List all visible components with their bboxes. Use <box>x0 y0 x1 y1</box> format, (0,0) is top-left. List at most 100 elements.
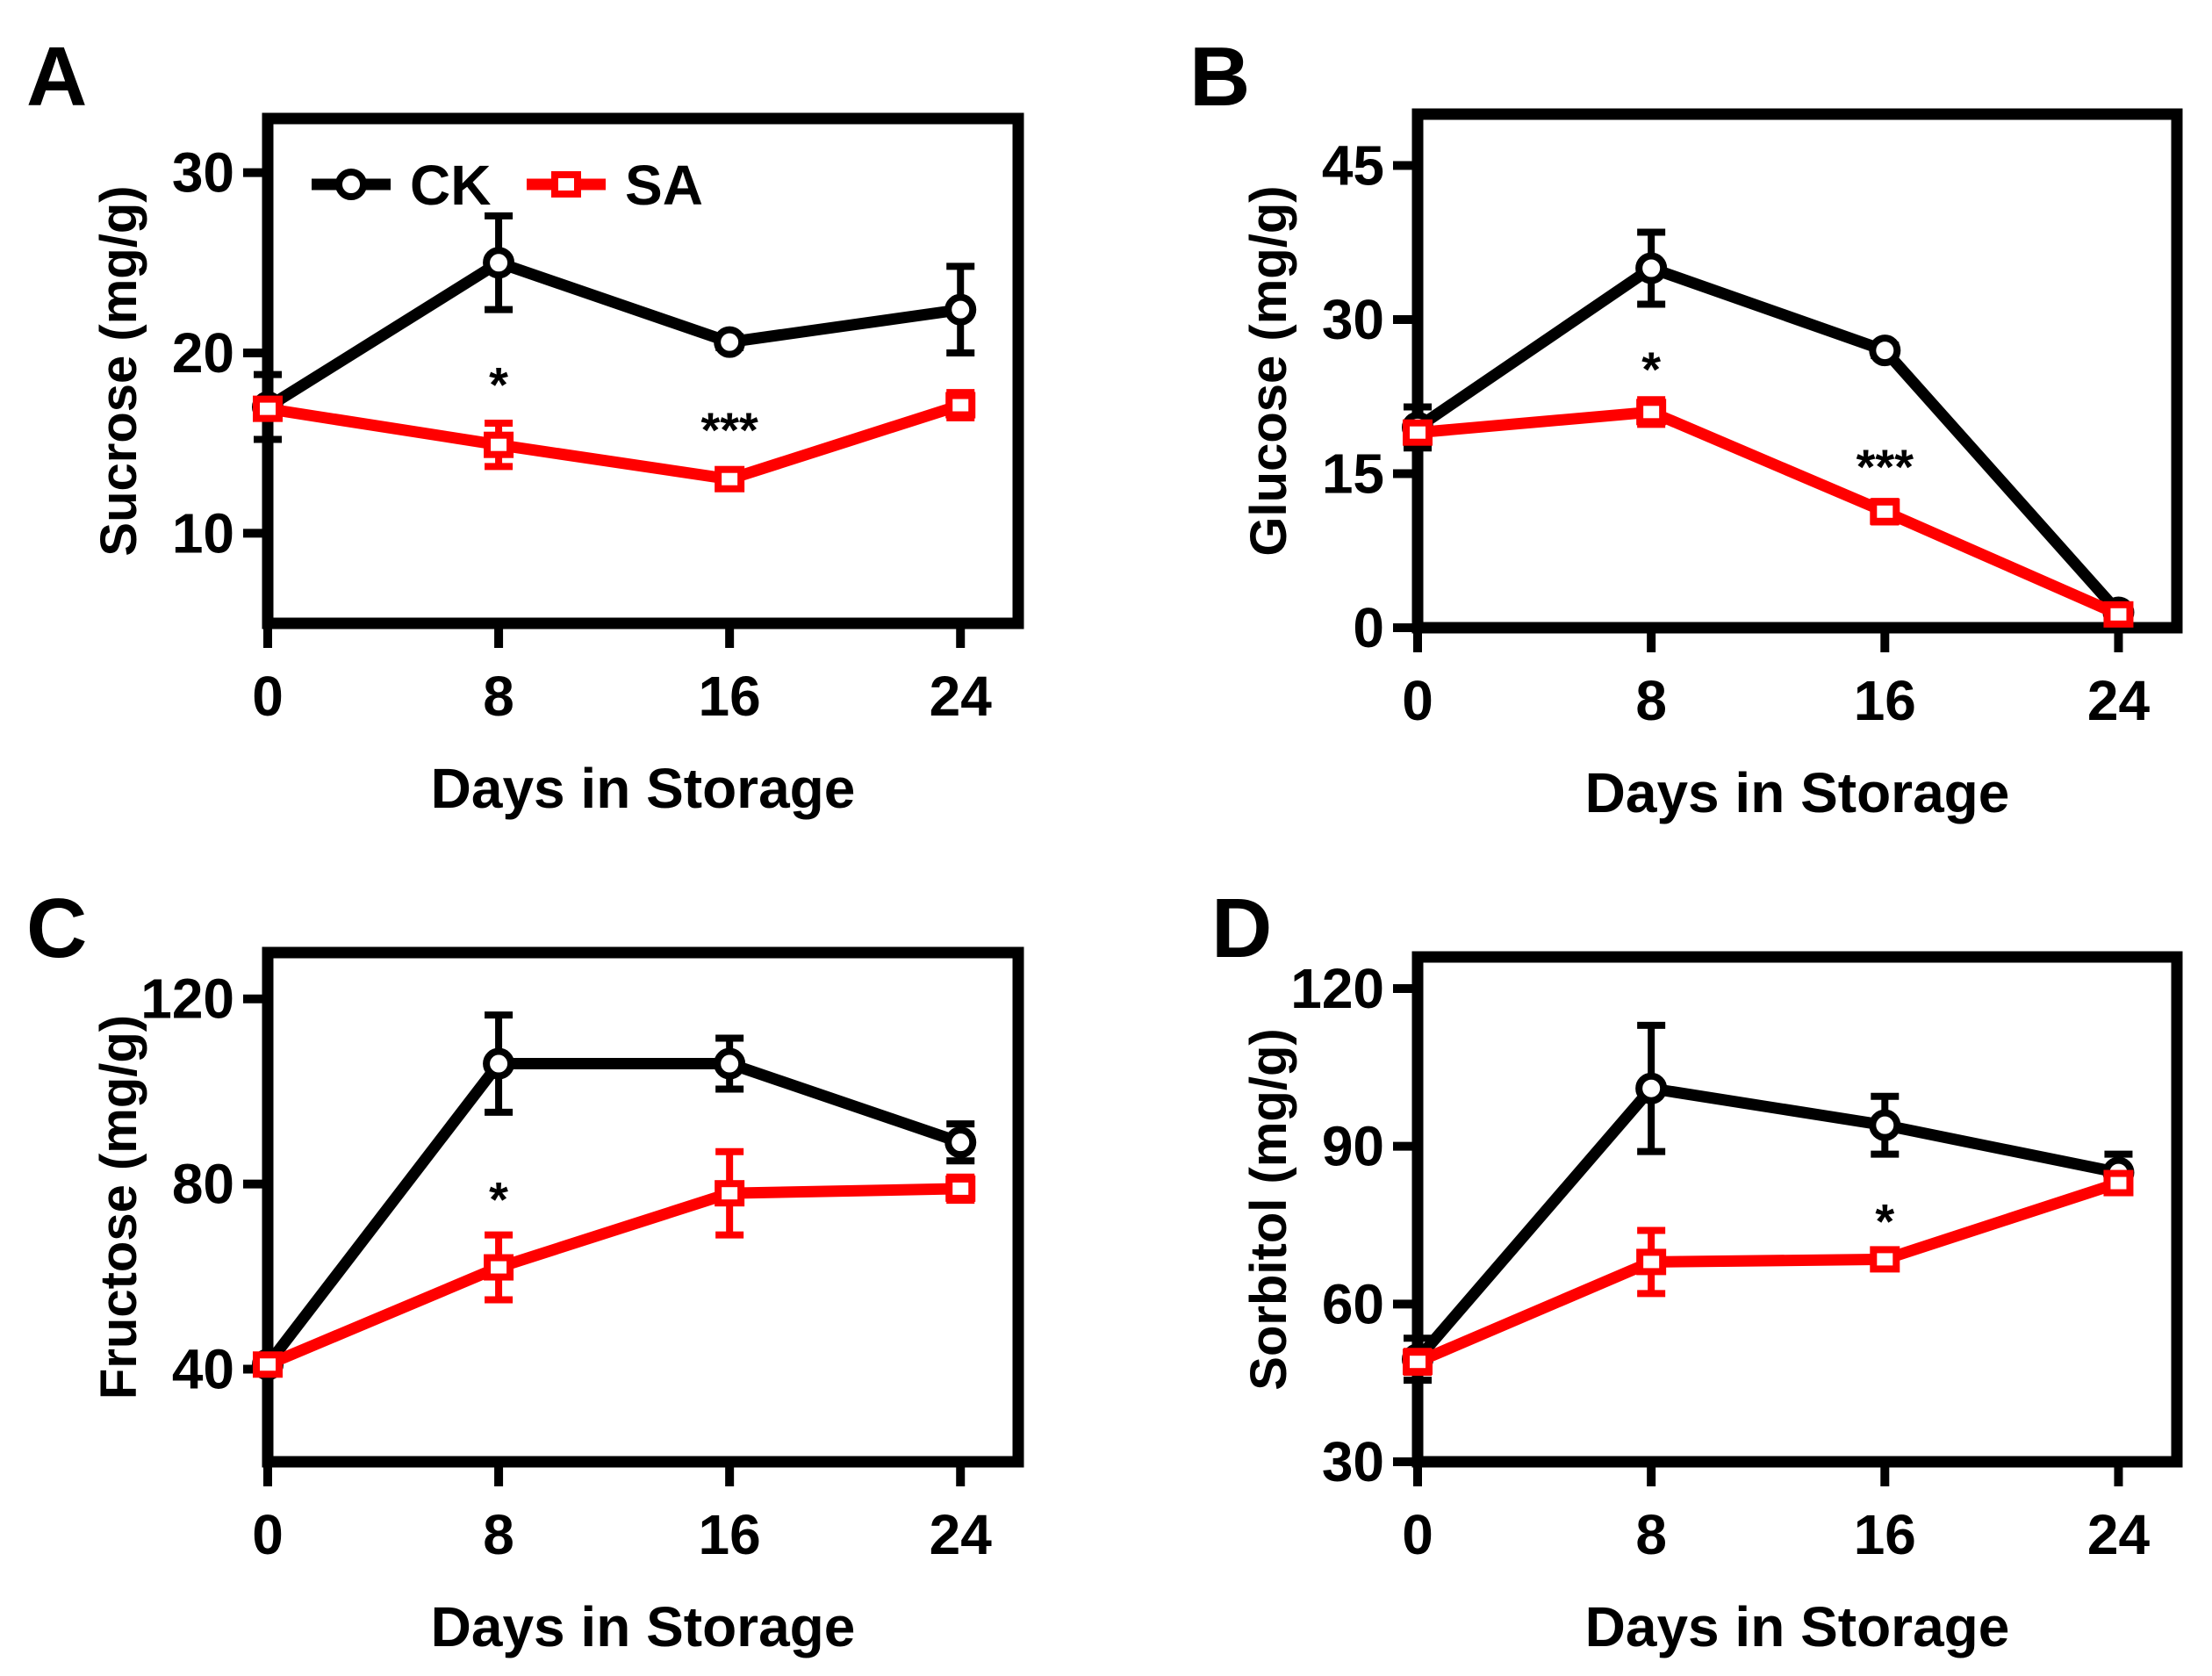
data-point <box>253 395 283 422</box>
data-point <box>715 1180 745 1207</box>
x-tick-label: 24 <box>2087 1503 2151 1566</box>
significance-marker: *** <box>1856 439 1914 494</box>
series-line <box>1415 1177 2121 1368</box>
series-sa <box>1403 1169 2134 1377</box>
y-tick-label: 30 <box>1322 288 1384 351</box>
legend-label: CK <box>410 154 491 217</box>
series-line <box>1413 1083 2120 1363</box>
panel-letter: D <box>1211 881 1272 975</box>
plot-frame <box>262 946 1024 1468</box>
y-tick-label: 80 <box>172 1153 234 1216</box>
panel-d: D 30 60 90 120 0 8 16 24 Days in Storage Sorbitol … <box>1211 881 2183 1658</box>
data-point <box>715 465 745 493</box>
significance-marker: * <box>489 1172 508 1227</box>
x-axis-label: Days in Storage <box>431 1595 856 1658</box>
y-axis-label: Sorbitol (mg/g) <box>1240 1028 1297 1390</box>
x-axis-label: Days in Storage <box>1585 761 2010 824</box>
data-point <box>945 1175 976 1202</box>
y-tick-label: 30 <box>172 141 234 205</box>
plot-frame <box>1411 951 2183 1468</box>
plot-frame <box>262 112 1024 629</box>
data-point <box>484 431 514 458</box>
series-line <box>264 256 962 413</box>
data-point <box>2103 601 2134 628</box>
data-point <box>1403 419 1433 446</box>
panel-letter: A <box>26 30 87 124</box>
y-tick-label: 120 <box>1290 957 1384 1020</box>
data-point <box>1870 1246 1900 1273</box>
series-line <box>1417 406 2122 620</box>
legend-entry-sa: SA <box>527 154 703 217</box>
y-axis-label: Sucrose (mg/g) <box>90 185 147 556</box>
data-point <box>1635 252 1668 284</box>
x-tick-label: 8 <box>1635 669 1667 732</box>
series-sa <box>253 389 976 493</box>
y-axis-label: Glucose (mg/g) <box>1240 185 1297 556</box>
y-tick-label: 15 <box>1322 442 1384 506</box>
y-tick-label: 20 <box>172 321 234 385</box>
x-axis-label: Days in Storage <box>431 757 856 820</box>
data-point <box>483 1047 515 1080</box>
x-tick-label: 0 <box>1402 1503 1433 1566</box>
series-line <box>266 399 963 486</box>
x-tick-label: 16 <box>1854 669 1916 732</box>
y-axis-label: Fructose (mg/g) <box>90 1015 147 1399</box>
x-tick-label: 16 <box>1854 1503 1916 1566</box>
y-tick-label: 90 <box>1322 1115 1384 1178</box>
panel-c: C 40 80 120 0 8 16 24 Days in Storage Fructose (m… <box>26 881 1024 1658</box>
series-line <box>262 1058 963 1369</box>
series-line <box>265 1183 961 1370</box>
x-tick-label: 16 <box>699 1503 761 1566</box>
data-point <box>945 392 976 419</box>
x-tick-label: 8 <box>483 665 514 728</box>
data-point <box>1636 399 1667 426</box>
x-tick-label: 24 <box>930 665 993 728</box>
data-point <box>714 1047 746 1080</box>
y-tick-label: 120 <box>140 967 234 1031</box>
data-point <box>944 1126 977 1159</box>
data-point <box>1635 1072 1668 1104</box>
significance-marker: *** <box>700 402 758 457</box>
y-tick-label: 10 <box>172 501 234 565</box>
x-tick-label: 24 <box>2087 669 2151 732</box>
series-ck <box>252 212 977 443</box>
data-point <box>253 1351 283 1378</box>
data-point <box>1636 1248 1667 1276</box>
series-sa <box>253 1147 976 1378</box>
significance-marker: * <box>1875 1193 1894 1248</box>
x-tick-label: 8 <box>483 1503 514 1566</box>
data-point <box>1870 498 1900 525</box>
legend-label: SA <box>625 154 703 217</box>
significance-marker: * <box>1641 342 1661 397</box>
data-point <box>1403 1349 1433 1376</box>
panel-letter: C <box>26 881 87 975</box>
plot-frame <box>1411 108 2183 634</box>
data-point <box>2103 1169 2134 1197</box>
y-tick-label: 0 <box>1353 596 1384 659</box>
x-tick-label: 24 <box>930 1503 993 1566</box>
y-tick-label: 40 <box>172 1338 234 1401</box>
y-tick-label: 30 <box>1322 1430 1384 1493</box>
legend-entry-ck: CK <box>312 154 491 217</box>
data-point <box>1869 334 1901 367</box>
panel-b: B 0 15 30 45 0 8 16 24 Days in Storage Glucose (mg… <box>1189 30 2183 824</box>
panel-letter: B <box>1189 30 1250 124</box>
data-point <box>1869 1109 1901 1141</box>
x-tick-label: 0 <box>1402 669 1433 732</box>
x-tick-label: 0 <box>252 665 284 728</box>
x-axis-label: Days in Storage <box>1585 1595 2010 1658</box>
data-point <box>714 326 746 358</box>
data-point <box>944 293 977 326</box>
x-tick-label: 0 <box>252 1503 284 1566</box>
significance-marker: * <box>489 356 508 412</box>
data-point <box>484 1254 514 1281</box>
y-tick-label: 45 <box>1322 134 1384 198</box>
legend: CK SA <box>312 154 703 217</box>
data-point <box>483 247 515 279</box>
x-tick-label: 16 <box>699 665 761 728</box>
x-tick-label: 8 <box>1635 1503 1667 1566</box>
y-tick-label: 60 <box>1322 1272 1384 1335</box>
series-sa <box>1403 396 2134 628</box>
panel-a: A 10 20 30 0 8 16 24 Days in Storage Sucrose (mg/… <box>26 30 1024 820</box>
